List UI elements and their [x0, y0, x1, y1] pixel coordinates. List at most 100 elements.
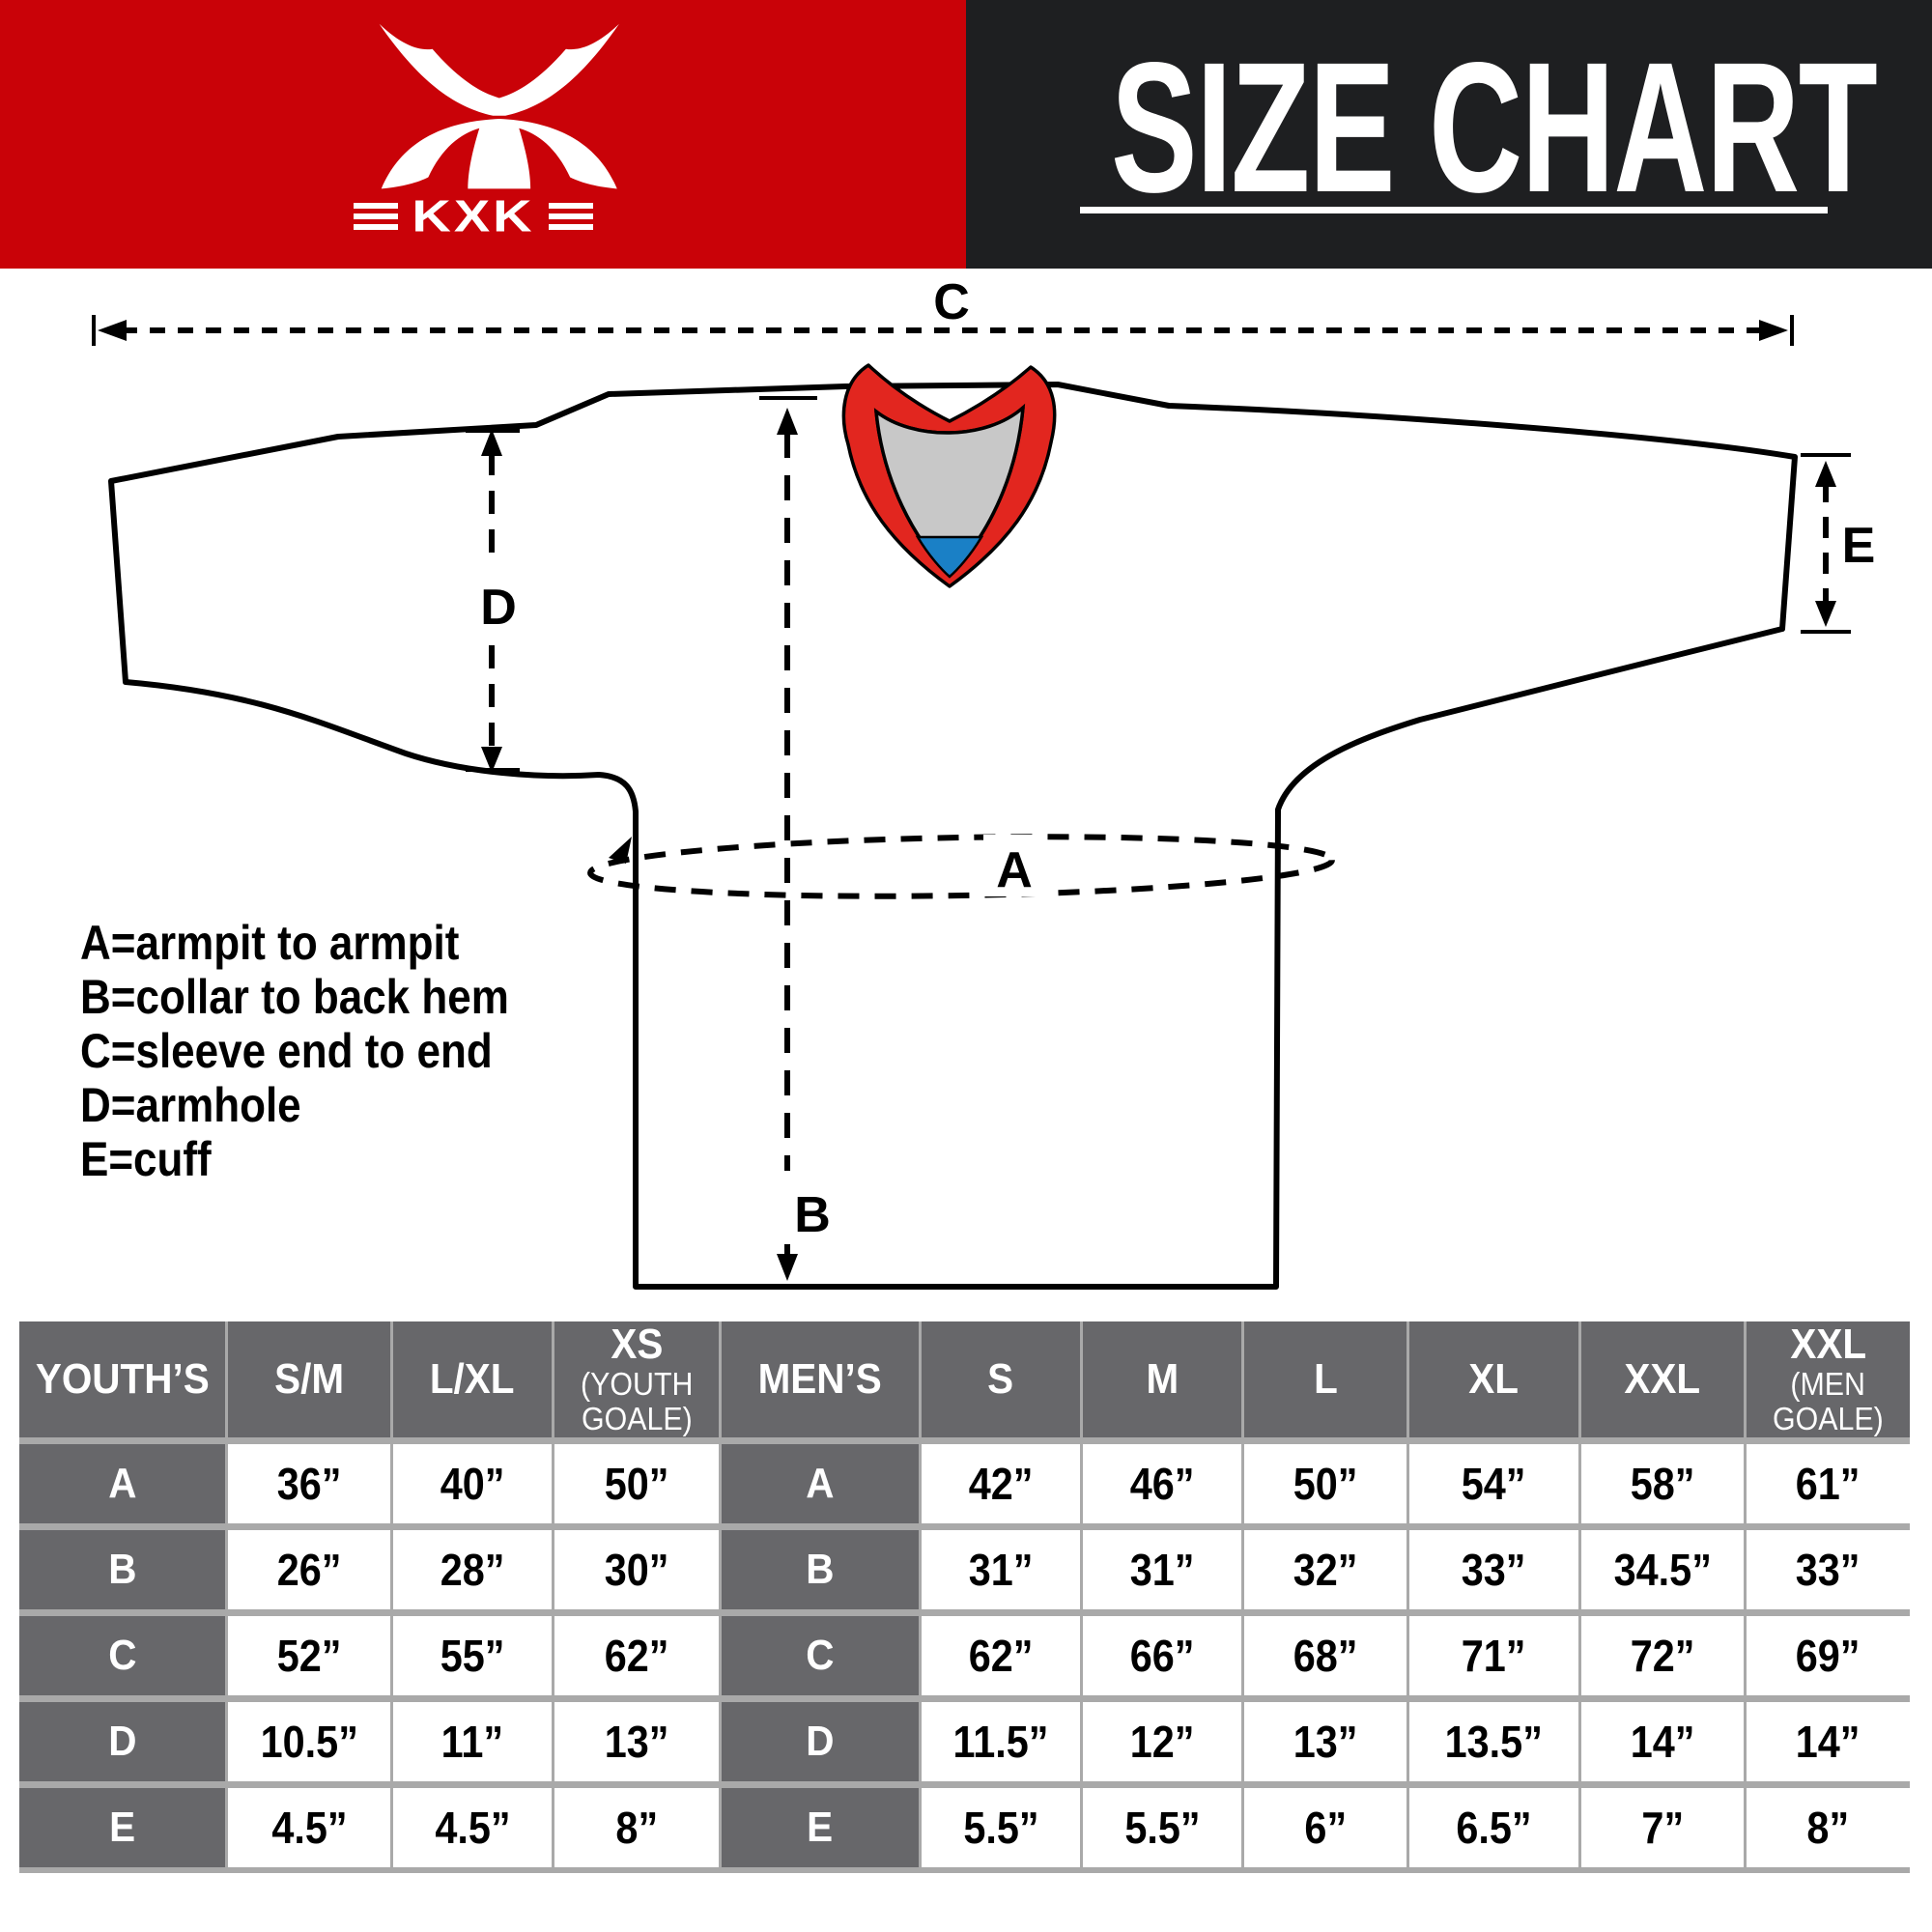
collar-blue-tip	[915, 535, 984, 579]
c-arrowhead-left	[98, 320, 127, 341]
value-e-xs: 8”	[554, 1788, 719, 1867]
value-c-l: 68”	[1244, 1616, 1406, 1695]
value-b-l: 32”	[1244, 1530, 1406, 1609]
value-d-l: 13”	[1244, 1702, 1406, 1781]
b-arrowhead-bottom	[777, 1254, 798, 1281]
value-c-lxl: 55”	[393, 1616, 552, 1695]
row-label-d-youth: D	[19, 1702, 225, 1781]
col-header-xs-youth-goale: XS (YOUTH GOALE)	[554, 1321, 719, 1437]
col-header-m: M	[1083, 1321, 1241, 1437]
legend-line-a: A=armpit to armpit	[80, 916, 460, 970]
value-b-xxlg: 33”	[1747, 1530, 1910, 1609]
value-e-l: 6”	[1244, 1788, 1406, 1867]
triple-bar-left-icon	[354, 203, 399, 230]
value-a-m: 46”	[1083, 1444, 1241, 1523]
a-arrowhead	[609, 837, 632, 864]
value-a-l: 50”	[1244, 1444, 1406, 1523]
value-e-xxl: 7”	[1581, 1788, 1744, 1867]
value-c-m: 66”	[1083, 1616, 1241, 1695]
value-b-xl: 33”	[1409, 1530, 1578, 1609]
value-a-xxlg: 61”	[1747, 1444, 1910, 1523]
measure-label-d: D	[480, 580, 517, 636]
value-e-xxlg: 8”	[1747, 1788, 1910, 1867]
value-e-xl: 6.5”	[1409, 1788, 1578, 1867]
triple-bar-right-icon	[548, 203, 593, 230]
value-b-m: 31”	[1083, 1530, 1241, 1609]
row-label-c-men: C	[722, 1616, 919, 1695]
value-a-sm: 36”	[228, 1444, 390, 1523]
measurement-legend: A=armpit to armpit B=collar to back hem …	[80, 916, 567, 1186]
value-d-xs: 13”	[554, 1702, 719, 1781]
value-d-sm: 10.5”	[228, 1702, 390, 1781]
value-c-s: 62”	[922, 1616, 1080, 1695]
d-label-backing	[469, 566, 524, 636]
col-header-youths: YOUTH’S	[19, 1321, 225, 1437]
col-header-mens: MEN’S	[722, 1321, 919, 1437]
value-c-xl: 71”	[1409, 1616, 1578, 1695]
col-header-xxl-men-goale: XXL (MEN GOALE)	[1747, 1321, 1910, 1437]
legend-line-c: C=sleeve end to end	[80, 1024, 493, 1078]
value-d-m: 12”	[1083, 1702, 1241, 1781]
value-c-xxl: 72”	[1581, 1616, 1744, 1695]
value-e-sm: 4.5”	[228, 1788, 390, 1867]
value-d-lxl: 11”	[393, 1702, 552, 1781]
value-b-xxl: 34.5”	[1581, 1530, 1744, 1609]
logo-wordmark-row: KXK	[290, 189, 657, 243]
value-c-xs: 62”	[554, 1616, 719, 1695]
measure-label-b: B	[794, 1187, 831, 1243]
value-a-xxl: 58”	[1581, 1444, 1744, 1523]
value-e-s: 5.5”	[922, 1788, 1080, 1867]
c-arrowhead-right	[1759, 320, 1788, 341]
value-b-xs: 30”	[554, 1530, 719, 1609]
value-d-xl: 13.5”	[1409, 1702, 1578, 1781]
value-d-s: 11.5”	[922, 1702, 1080, 1781]
e-arrowhead-bottom	[1815, 601, 1836, 627]
a-measure-ellipse	[587, 834, 1335, 899]
title-underline	[1080, 207, 1828, 213]
size-table: YOUTH’S S/M L/XL XS (YOUTH GOALE) MEN’S …	[19, 1321, 1910, 1873]
legend-line-b: B=collar to back hem	[80, 970, 509, 1024]
legend-line-d: D=armhole	[80, 1078, 301, 1132]
header-dark-panel	[966, 0, 1932, 269]
value-d-xxl: 14”	[1581, 1702, 1744, 1781]
row-label-c-youth: C	[19, 1616, 225, 1695]
b-arrowhead-top	[777, 408, 798, 435]
col-header-lxl: L/XL	[393, 1321, 552, 1437]
col-header-xxl: XXL	[1581, 1321, 1744, 1437]
kxk-logo-icon	[379, 23, 619, 189]
row-label-e-men: E	[722, 1788, 919, 1867]
page-title: SIZE CHART	[1111, 23, 1878, 231]
collar-inner-gray	[873, 403, 1026, 578]
value-b-s: 31”	[922, 1530, 1080, 1609]
col-header-xl: XL	[1409, 1321, 1578, 1437]
brand-wordmark: KXK	[412, 190, 535, 242]
d-arrowhead-bottom	[481, 747, 502, 773]
col-header-l: L	[1244, 1321, 1406, 1437]
col-header-s: S	[922, 1321, 1080, 1437]
measure-label-e: E	[1842, 518, 1876, 574]
row-label-b-youth: B	[19, 1530, 225, 1609]
value-d-xxlg: 14”	[1747, 1702, 1910, 1781]
value-c-xxlg: 69”	[1747, 1616, 1910, 1695]
value-e-lxl: 4.5”	[393, 1788, 552, 1867]
value-a-lxl: 40”	[393, 1444, 552, 1523]
d-arrowhead-top	[481, 429, 502, 456]
b-label-backing	[784, 1171, 838, 1244]
value-e-m: 5.5”	[1083, 1788, 1241, 1867]
e-arrowhead-top	[1815, 461, 1836, 487]
row-label-e-youth: E	[19, 1788, 225, 1867]
legend-line-e: E=cuff	[80, 1132, 212, 1186]
row-label-a-youth: A	[19, 1444, 225, 1523]
measure-label-a: A	[996, 842, 1033, 898]
value-c-sm: 52”	[228, 1616, 390, 1695]
value-a-s: 42”	[922, 1444, 1080, 1523]
measure-label-c: C	[933, 274, 970, 330]
value-b-lxl: 28”	[393, 1530, 552, 1609]
row-label-d-men: D	[722, 1702, 919, 1781]
row-label-a-men: A	[722, 1444, 919, 1523]
value-b-sm: 26”	[228, 1530, 390, 1609]
row-label-b-men: B	[722, 1530, 919, 1609]
a-label-backing	[983, 835, 1045, 896]
